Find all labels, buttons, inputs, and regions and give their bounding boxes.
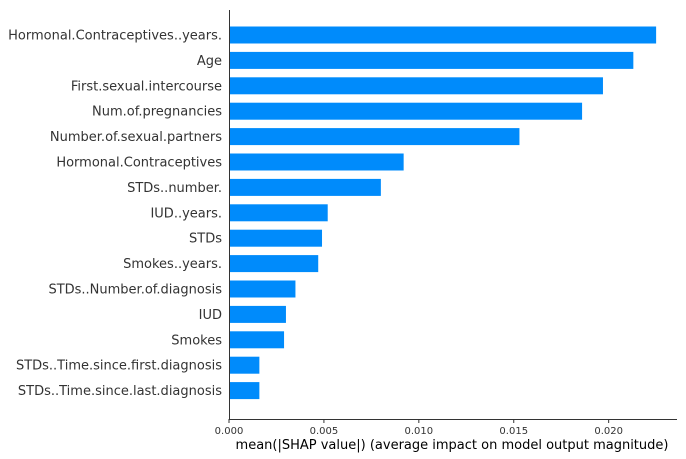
bar: [229, 331, 285, 349]
category-label: Num.of.pregnancies: [92, 105, 222, 120]
category-label: Hormonal.Contraceptives..years.: [8, 29, 222, 44]
bar: [229, 356, 260, 374]
x-tick-label: 0.010: [405, 426, 434, 437]
bar: [229, 153, 404, 171]
bars-group: [229, 26, 657, 400]
category-label: Smokes: [171, 333, 222, 348]
category-label: STDs..Number.of.diagnosis: [48, 283, 222, 298]
x-tick-label: 0.020: [594, 426, 623, 437]
bar: [229, 255, 319, 273]
bar: [229, 305, 286, 323]
category-label: IUD..years.: [150, 206, 222, 221]
x-axis-title: mean(|SHAP value|) (average impact on mo…: [236, 438, 669, 453]
category-label: Smokes..years.: [123, 257, 222, 272]
category-label: First.sexual.intercourse: [71, 79, 222, 94]
category-label: Age: [197, 54, 222, 69]
bar: [229, 382, 260, 400]
bar: [229, 102, 583, 120]
bar: [229, 204, 328, 222]
category-label: Hormonal.Contraceptives: [56, 156, 222, 171]
bar: [229, 128, 520, 146]
bar: [229, 51, 634, 69]
category-label: STDs..Time.since.first.diagnosis: [16, 359, 222, 374]
x-tick-label: 0.005: [310, 426, 339, 437]
bar: [229, 178, 381, 196]
bar: [229, 229, 323, 247]
x-tick-label: 0.015: [499, 426, 528, 437]
category-labels-group: Hormonal.Contraceptives..years. Age First.…: [8, 29, 222, 400]
category-label: IUD: [199, 308, 222, 323]
bar: [229, 280, 296, 298]
category-label: STDs..Time.since.last.diagnosis: [18, 384, 222, 399]
x-ticks-group: 0.000 0.005 0.010 0.015 0.020: [215, 419, 623, 437]
x-tick-label: 0.000: [215, 426, 244, 437]
bar: [229, 26, 657, 44]
category-label: STDs..number.: [127, 181, 222, 196]
bar: [229, 77, 603, 95]
category-label: STDs: [189, 232, 222, 247]
category-label: Number.of.sexual.partners: [50, 130, 222, 145]
